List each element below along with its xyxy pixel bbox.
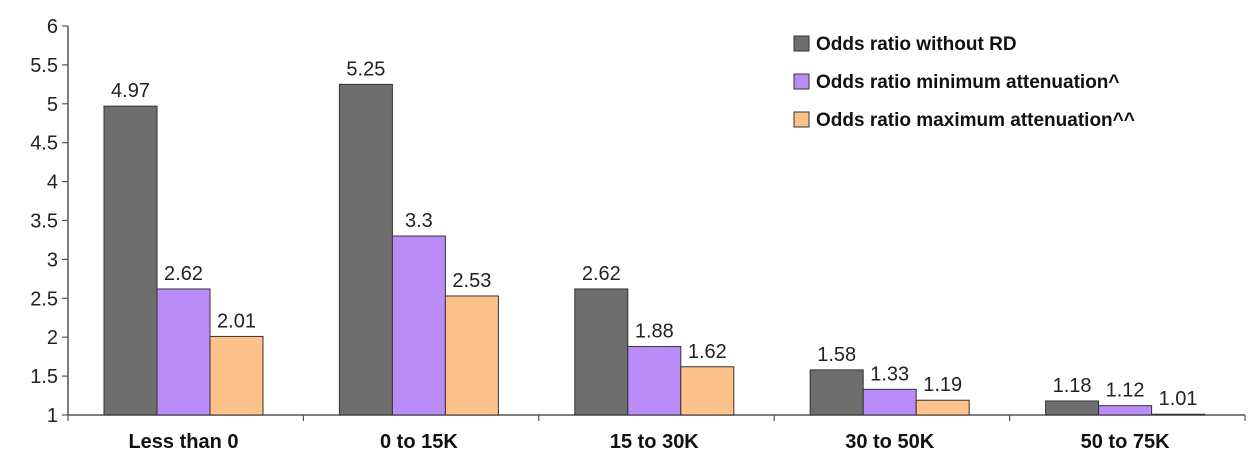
y-tick-label: 3.5 [30,211,58,233]
x-category-label: 15 to 30K [610,431,699,453]
bar [627,346,682,416]
legend-swatch [793,73,810,90]
bar [103,105,158,416]
data-label: 5.25 [346,58,385,80]
legend-label: Odds ratio minimum attenuation^ [816,72,1120,93]
bar [444,295,499,416]
x-category-label: 30 to 50K [845,431,934,453]
legend-label: Odds ratio maximum attenuation^^ [816,110,1135,131]
bar [862,388,917,416]
data-label: 1.62 [688,341,727,363]
bar [391,235,446,416]
y-tick-label: 4 [47,172,58,194]
y-tick-label: 4.5 [30,133,58,155]
data-label: 1.01 [1159,388,1198,410]
data-label: 2.53 [452,270,491,292]
bar [1098,405,1153,416]
data-label: 2.01 [217,310,256,332]
data-label: 1.88 [635,321,674,343]
bar [338,83,393,416]
bar [574,288,629,416]
data-label: 2.62 [582,263,621,285]
bars-layer [103,83,1206,416]
data-label: 1.33 [870,363,909,385]
y-tick-label: 6 [47,16,58,38]
data-label: 1.58 [817,344,856,366]
data-labels-layer: 4.97 2.62 2.01 5.25 3.3 2.53 2.62 1.88 1.62 1.58 1… [111,58,1198,410]
bar [1151,413,1206,416]
bar [915,399,970,416]
y-tick-label: 1.5 [30,366,58,388]
legend: Odds ratio without RD Odds ratio minimum … [793,34,1135,131]
bar [209,335,264,416]
y-tick-label: 1 [47,405,58,427]
x-category-label: Less than 0 [128,431,238,453]
bar [156,288,211,416]
y-tick-label: 2 [47,327,58,349]
y-tick-label: 5 [47,94,58,116]
legend-swatch [793,35,810,52]
data-label: 3.3 [405,210,433,232]
bar [809,369,864,416]
data-label: 2.62 [164,263,203,285]
bar [680,366,735,416]
data-label: 1.12 [1106,380,1145,402]
legend-swatch [793,111,810,128]
data-label: 1.19 [923,374,962,396]
data-label: 4.97 [111,80,150,102]
x-category-label: 50 to 75K [1081,431,1170,453]
bar [1045,400,1100,416]
data-label: 1.18 [1053,375,1092,397]
legend-label: Odds ratio without RD [816,34,1017,55]
y-tick-label: 2.5 [30,288,58,310]
y-tick-label: 5.5 [30,55,58,77]
x-category-label: 0 to 15K [380,431,458,453]
y-tick-label: 3 [47,249,58,271]
